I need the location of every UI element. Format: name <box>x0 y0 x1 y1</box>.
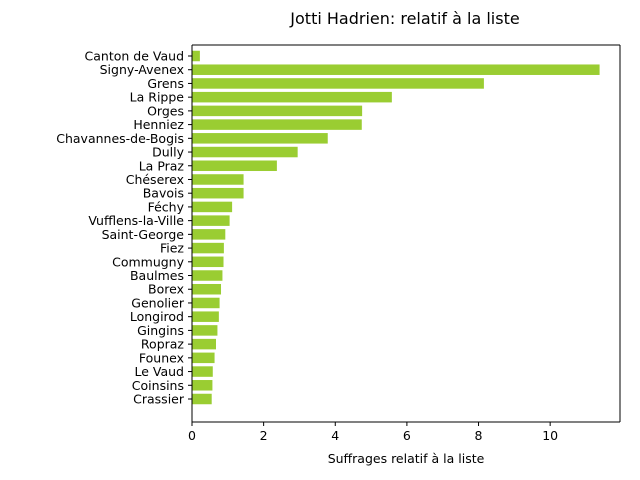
bar <box>192 64 600 75</box>
category-label: Chavannes-de-Bogis <box>56 131 184 146</box>
x-tick-label: 2 <box>260 428 268 443</box>
bar <box>192 201 233 213</box>
category-label: Commugny <box>112 254 185 269</box>
category-label: Ropraz <box>141 337 185 352</box>
bar <box>192 146 298 158</box>
category-label: Longirod <box>130 309 184 324</box>
bar <box>192 160 277 172</box>
category-label: Canton de Vaud <box>85 49 184 64</box>
category-label: Féchy <box>148 199 185 214</box>
bar <box>192 78 484 89</box>
category-label: Le Vaud <box>134 364 184 379</box>
x-ticks: 0 2 4 6 8 10 <box>188 422 558 443</box>
bar <box>192 311 219 322</box>
category-label: Founex <box>139 350 184 365</box>
category-label: Fiez <box>160 241 184 256</box>
x-tick-label: 8 <box>475 428 483 443</box>
x-tick-label: 0 <box>188 428 196 443</box>
category-label: Saint-George <box>102 227 185 242</box>
bar <box>192 91 392 103</box>
category-label: Baulmes <box>130 268 184 283</box>
bar <box>192 174 244 185</box>
bar <box>192 119 362 130</box>
category-label: Gingins <box>137 323 184 338</box>
x-tick-label: 4 <box>331 428 339 443</box>
bar <box>192 393 212 405</box>
bar <box>192 380 213 391</box>
bar <box>192 352 215 364</box>
bar <box>192 50 200 62</box>
x-tick-label: 6 <box>403 428 411 443</box>
category-label: Grens <box>147 76 184 91</box>
category-label: La Rippe <box>130 90 185 105</box>
category-label: Signy-Avenex <box>100 62 184 77</box>
category-label: Vufflens-la-Ville <box>88 213 184 228</box>
chart-title: Jotti Hadrien: relatif à la liste <box>289 9 519 28</box>
category-label: Coinsins <box>132 378 184 393</box>
category-label: Bavois <box>143 186 184 201</box>
category-label: Orges <box>147 103 184 118</box>
bars <box>192 50 600 405</box>
category-label: Dully <box>152 145 184 160</box>
bar <box>192 283 222 295</box>
x-axis-label: Suffrages relatif à la liste <box>328 451 485 466</box>
bar <box>192 325 218 336</box>
bar <box>192 297 220 309</box>
category-label: Henniez <box>133 117 184 132</box>
bar <box>192 256 224 268</box>
x-tick-label: 10 <box>542 428 558 443</box>
category-label: Borex <box>148 282 184 297</box>
category-label: La Praz <box>139 158 185 173</box>
bar <box>192 187 244 199</box>
category-label: Genolier <box>131 295 185 310</box>
bar <box>192 133 328 144</box>
bar <box>192 242 224 254</box>
bar <box>192 338 216 350</box>
bar <box>192 366 213 377</box>
bar <box>192 229 226 240</box>
bar <box>192 215 230 226</box>
bar <box>192 270 223 281</box>
category-label: Crassier <box>133 392 185 407</box>
category-label: Chéserex <box>126 172 184 187</box>
bar <box>192 105 363 117</box>
